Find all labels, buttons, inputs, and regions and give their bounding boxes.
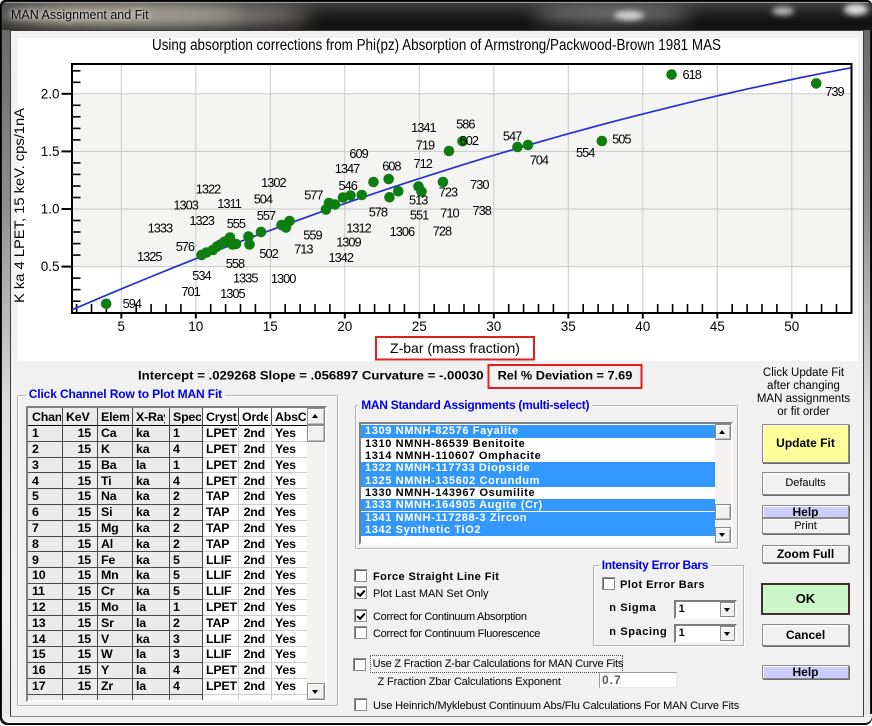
svg-text:Using absorption corrections f: Using absorption corrections from Phi(pz… (152, 37, 721, 54)
svg-text:1303: 1303 (173, 197, 198, 212)
svg-text:577: 577 (304, 187, 323, 202)
svg-text:559: 559 (303, 227, 322, 242)
svg-text:1305: 1305 (220, 286, 245, 301)
svg-text:594: 594 (123, 296, 142, 311)
svg-text:Rel % Deviation = 7.69: Rel % Deviation = 7.69 (498, 369, 633, 383)
svg-text:730: 730 (470, 177, 489, 192)
svg-text:20: 20 (337, 319, 352, 334)
svg-text:1341: 1341 (411, 120, 436, 135)
svg-text:602: 602 (460, 133, 479, 148)
svg-text:1325: 1325 (137, 249, 162, 264)
svg-text:547: 547 (503, 129, 522, 144)
svg-text:2.0: 2.0 (41, 86, 60, 101)
svg-text:1333: 1333 (148, 220, 173, 235)
svg-text:576: 576 (176, 239, 195, 254)
svg-text:50: 50 (784, 319, 799, 334)
svg-text:546: 546 (339, 178, 358, 193)
svg-text:551: 551 (410, 207, 429, 222)
svg-text:1335: 1335 (233, 270, 258, 285)
svg-text:45: 45 (710, 319, 725, 334)
svg-text:35: 35 (561, 319, 576, 334)
svg-text:513: 513 (409, 193, 428, 208)
svg-text:5: 5 (118, 319, 126, 334)
svg-text:578: 578 (369, 204, 388, 219)
svg-text:1300: 1300 (271, 271, 296, 286)
svg-text:502: 502 (259, 246, 278, 261)
svg-text:1.5: 1.5 (41, 144, 60, 159)
svg-text:618: 618 (683, 67, 702, 82)
svg-text:701: 701 (181, 284, 200, 299)
svg-text:728: 728 (433, 223, 452, 238)
svg-text:609: 609 (349, 146, 368, 161)
svg-text:710: 710 (440, 205, 459, 220)
svg-text:1.0: 1.0 (41, 202, 60, 217)
svg-text:738: 738 (473, 203, 492, 218)
svg-text:554: 554 (576, 145, 595, 160)
svg-text:10: 10 (188, 319, 203, 334)
svg-text:1311: 1311 (217, 196, 241, 211)
svg-text:608: 608 (382, 158, 401, 173)
svg-text:0.5: 0.5 (41, 259, 60, 274)
svg-text:504: 504 (254, 192, 273, 207)
svg-text:1309: 1309 (336, 235, 361, 250)
svg-text:704: 704 (530, 152, 549, 167)
svg-text:739: 739 (825, 84, 844, 99)
svg-text:558: 558 (226, 256, 245, 271)
svg-text:557: 557 (257, 208, 276, 223)
svg-text:Z-bar (mass fraction): Z-bar (mass fraction) (390, 340, 520, 356)
svg-text:40: 40 (635, 319, 650, 334)
svg-text:1306: 1306 (390, 224, 415, 239)
svg-text:1302: 1302 (261, 175, 286, 190)
svg-text:Intercept = .029268 Slope =: Intercept = .029268 Slope = .056897 Curv… (138, 369, 484, 383)
svg-text:586: 586 (456, 117, 475, 132)
svg-text:712: 712 (414, 156, 433, 171)
svg-text:555: 555 (227, 216, 246, 231)
svg-text:713: 713 (294, 242, 313, 257)
svg-text:723: 723 (439, 185, 458, 200)
svg-text:1312: 1312 (346, 220, 371, 235)
svg-text:719: 719 (416, 137, 435, 152)
svg-text:30: 30 (486, 319, 501, 334)
svg-text:1322: 1322 (196, 182, 221, 197)
svg-text:505: 505 (612, 132, 631, 147)
svg-text:1323: 1323 (189, 213, 214, 228)
svg-text:K ka 4 LPET, 15 keV. cps/1nA: K ka 4 LPET, 15 keV. cps/1nA (11, 107, 27, 303)
svg-text:534: 534 (192, 268, 211, 283)
svg-text:1347: 1347 (335, 161, 360, 176)
svg-text:25: 25 (412, 319, 427, 334)
svg-text:15: 15 (263, 319, 278, 334)
svg-text:1342: 1342 (329, 250, 354, 265)
